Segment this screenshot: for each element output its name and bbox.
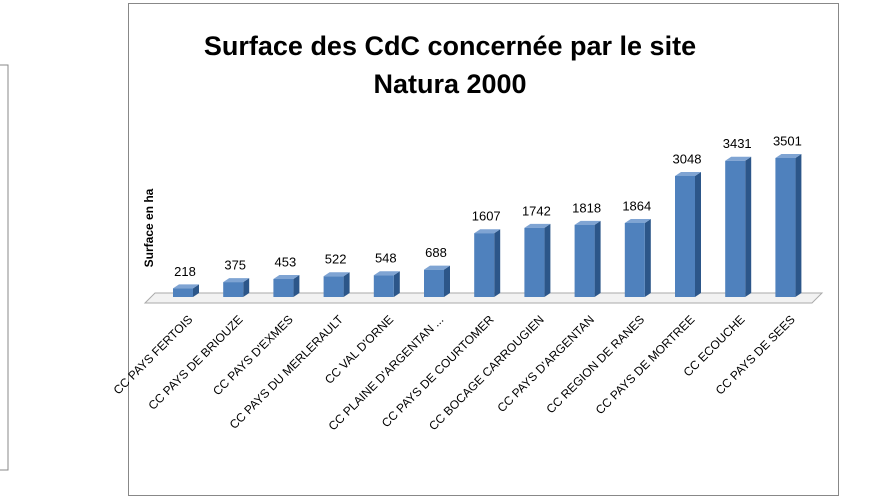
- bar-top: [323, 272, 350, 277]
- bar: [323, 276, 344, 297]
- data-label: 1818: [572, 200, 601, 215]
- bar-side: [243, 278, 250, 297]
- chart-title: Natura 2000: [373, 69, 526, 99]
- bar: [223, 282, 244, 297]
- bar: [675, 175, 695, 297]
- bar-top: [524, 223, 551, 228]
- data-label: 3048: [673, 151, 702, 166]
- chart-title: Surface des CdC concernée par le site: [204, 31, 696, 61]
- bar-side: [393, 271, 400, 297]
- bar-top: [624, 218, 651, 223]
- bar: [424, 269, 444, 297]
- bar: [474, 233, 495, 297]
- y-axis-label: Surface en ha: [142, 188, 156, 267]
- bar-top: [223, 278, 250, 283]
- data-label: 3501: [773, 133, 802, 148]
- data-label: 453: [275, 254, 297, 269]
- chart-frame: [128, 3, 839, 496]
- bar-side: [494, 229, 501, 297]
- data-label: 375: [224, 258, 246, 273]
- bar-top: [675, 171, 701, 176]
- data-label: 1742: [522, 203, 551, 218]
- bar-top: [173, 284, 199, 289]
- bar-top: [424, 265, 450, 270]
- side-panel-border: [0, 64, 9, 471]
- bar-top: [775, 154, 802, 158]
- bar-side: [544, 223, 551, 297]
- data-label: 548: [375, 251, 397, 266]
- data-label: 3431: [723, 136, 752, 151]
- bar: [775, 158, 796, 297]
- bar: [173, 288, 193, 297]
- bar: [574, 224, 595, 297]
- data-label: 688: [425, 245, 447, 260]
- data-label: 1607: [472, 209, 501, 224]
- floor: [143, 292, 824, 304]
- bar-side: [695, 171, 701, 297]
- bar: [273, 279, 294, 297]
- bar-side: [444, 265, 450, 297]
- bar-side: [293, 275, 300, 297]
- bar-side: [594, 220, 601, 297]
- bar-side: [795, 154, 802, 297]
- data-label: 522: [325, 252, 347, 267]
- bar-side: [193, 284, 199, 297]
- bar-top: [373, 271, 400, 276]
- bar: [373, 275, 394, 297]
- data-label: 1864: [622, 198, 651, 213]
- bar: [524, 227, 545, 297]
- bar: [624, 222, 645, 297]
- bar-side: [343, 272, 350, 297]
- bar-top: [273, 275, 300, 280]
- bar-side: [745, 156, 752, 297]
- data-label: 218: [174, 264, 196, 279]
- bar-side: [644, 218, 651, 297]
- bar-top: [474, 229, 501, 234]
- bar-top: [574, 220, 601, 225]
- bar-top: [725, 156, 752, 161]
- bar: [725, 160, 746, 297]
